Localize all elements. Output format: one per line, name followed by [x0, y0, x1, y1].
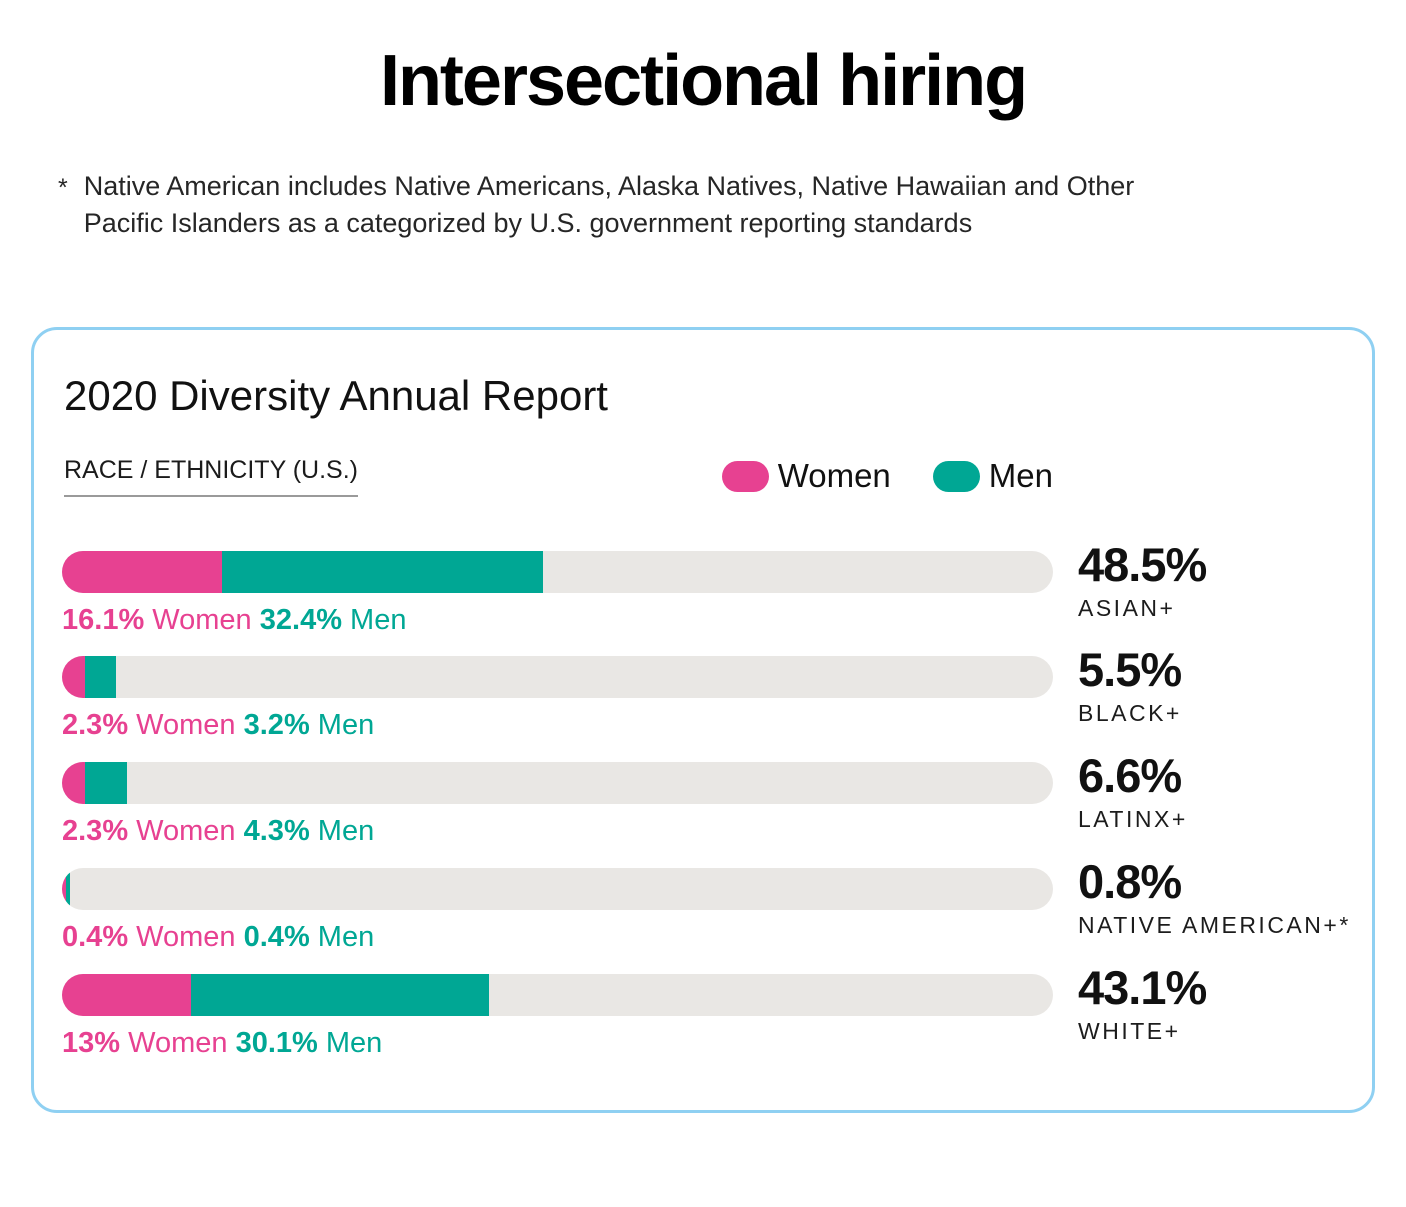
women-pct-label: 16.1% — [62, 603, 145, 636]
footnote-asterisk: * — [58, 174, 68, 202]
bar-caption: 2.3% Women 4.3% Men — [62, 815, 1053, 848]
bar-caption: 13% Women 30.1% Men — [62, 1027, 1053, 1060]
bar-area: 2.3% Women 3.2% Men — [62, 656, 1053, 742]
total-pct-label: 0.8% — [1078, 855, 1182, 909]
men-swatch-icon — [932, 460, 980, 492]
legend-label-men: Men — [988, 457, 1053, 494]
bar-area: 16.1% Women 32.4% Men — [62, 550, 1053, 637]
men-word: Men — [317, 709, 375, 742]
report-title: 2020 Diversity Annual Report — [64, 371, 608, 419]
page: Intersectional hiring * Native American … — [0, 40, 1406, 1207]
footnote: * Native American includes Native Americ… — [58, 168, 1348, 243]
bar-total: 43.1% WHITE+ — [1078, 964, 1336, 1060]
women-pct-label: 13% — [62, 1027, 121, 1060]
women-pct-label: 2.3% — [62, 709, 129, 742]
category-label: LATINX+ — [1078, 806, 1188, 833]
men-segment — [84, 762, 128, 805]
bar-caption: 16.1% Women 32.4% Men — [62, 603, 1053, 637]
bar-track — [62, 656, 1053, 699]
men-pct-label: 30.1% — [235, 1027, 318, 1060]
bar-track — [62, 550, 1053, 593]
women-segment — [62, 868, 66, 911]
women-word: Women — [136, 815, 236, 848]
category-label: WHITE+ — [1078, 1018, 1181, 1045]
men-segment — [84, 656, 117, 699]
men-word: Men — [325, 1027, 383, 1060]
bar-total: 5.5% BLACK+ — [1078, 646, 1336, 742]
bar-caption: 0.4% Women 0.4% Men — [62, 921, 1053, 954]
bar-row-asian: 16.1% Women 32.4% Men 48.5% ASIAN+ — [62, 541, 1336, 637]
men-word: Men — [317, 815, 375, 848]
bar-area: 13% Women 30.1% Men — [62, 974, 1053, 1060]
legend-item-men: Men — [932, 457, 1053, 495]
section-label: RACE / ETHNICITY (U.S.) — [64, 456, 359, 497]
bar-total: 6.6% LATINX+ — [1078, 752, 1336, 848]
bar-track — [62, 974, 1053, 1017]
footnote-line-2: Pacific Islanders as a categorized by U.… — [83, 208, 973, 239]
men-pct-label: 0.4% — [243, 921, 310, 954]
bar-row-black: 2.3% Women 3.2% Men 5.5% BLACK+ — [62, 646, 1336, 742]
category-label: NATIVE AMERICAN+* — [1078, 912, 1351, 939]
footnote-text: Native American includes Native American… — [84, 168, 1348, 243]
legend-item-women: Women — [721, 457, 891, 495]
women-swatch-icon — [721, 460, 769, 492]
bar-row-white: 13% Women 30.1% Men 43.1% WHITE+ — [62, 964, 1336, 1060]
chart-header: RACE / ETHNICITY (U.S.) Women Men — [62, 456, 1053, 497]
women-word: Women — [128, 1027, 228, 1060]
report-card: 2020 Diversity Annual Report RACE / ETHN… — [31, 326, 1375, 1113]
men-word: Men — [317, 921, 375, 954]
men-pct-label: 3.2% — [243, 709, 310, 742]
women-word: Women — [152, 603, 252, 636]
women-segment — [62, 550, 222, 593]
bar-row-native-american: 0.4% Women 0.4% Men 0.8% NATIVE AMERICAN… — [62, 858, 1348, 954]
legend-label-women: Women — [777, 457, 891, 494]
bar-track — [62, 868, 1053, 911]
women-word: Women — [136, 921, 236, 954]
total-pct-label: 48.5% — [1078, 537, 1207, 591]
page-title: Intersectional hiring — [379, 41, 1028, 121]
bar-total: 0.8% NATIVE AMERICAN+* — [1078, 858, 1351, 954]
category-label: BLACK+ — [1078, 700, 1182, 727]
women-segment — [62, 656, 85, 699]
total-pct-label: 43.1% — [1078, 961, 1207, 1015]
footnote-line-1: Native American includes Native American… — [83, 171, 1135, 201]
men-pct-label: 4.3% — [243, 815, 310, 848]
legend: Women Men — [721, 457, 1053, 495]
bar-caption: 2.3% Women 3.2% Men — [62, 709, 1053, 742]
men-segment — [65, 868, 70, 911]
bar-area: 0.4% Women 0.4% Men — [62, 868, 1053, 954]
bar-track — [62, 762, 1053, 805]
women-pct-label: 0.4% — [62, 921, 129, 954]
women-segment — [62, 974, 191, 1017]
category-label: ASIAN+ — [1078, 594, 1176, 621]
bar-row-latinx: 2.3% Women 4.3% Men 6.6% LATINX+ — [62, 752, 1336, 848]
total-pct-label: 6.6% — [1078, 749, 1182, 803]
men-pct-label: 32.4% — [259, 603, 342, 636]
men-segment — [190, 974, 490, 1017]
women-pct-label: 2.3% — [62, 815, 129, 848]
bar-total: 48.5% ASIAN+ — [1078, 541, 1336, 637]
bar-area: 2.3% Women 4.3% Men — [62, 762, 1053, 848]
men-segment — [221, 550, 543, 593]
total-pct-label: 5.5% — [1078, 643, 1182, 697]
men-word: Men — [350, 603, 407, 636]
women-segment — [62, 762, 85, 805]
women-word: Women — [136, 709, 236, 742]
